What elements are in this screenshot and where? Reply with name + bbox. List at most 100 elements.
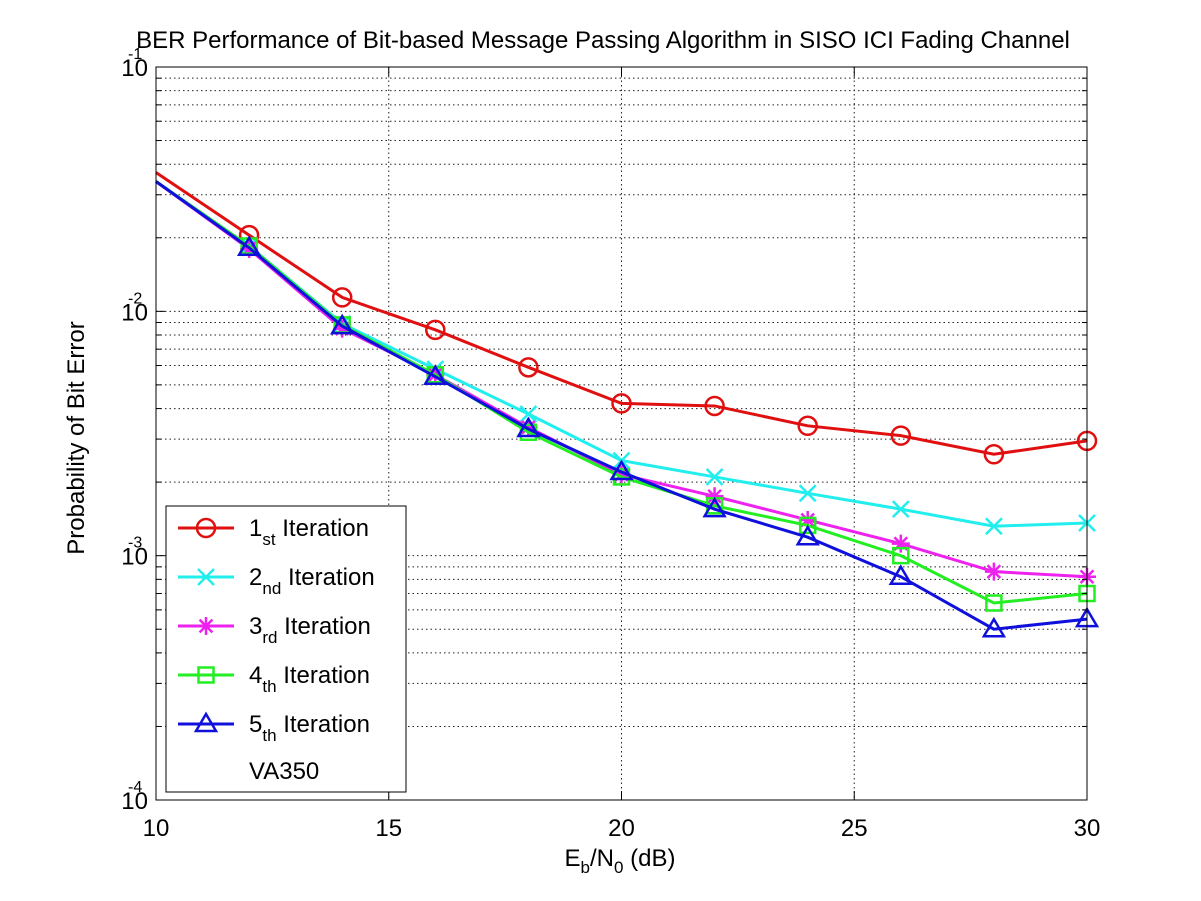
x-tick-label-2: 20: [608, 815, 635, 842]
legend-suffix: nd: [262, 579, 281, 598]
y-tick-base: 10: [121, 544, 148, 571]
legend-label: 5th Iteration: [249, 711, 370, 745]
x-label-sub-0: 0: [614, 858, 623, 877]
legend-marker-square: [197, 666, 215, 684]
data-point-s1-7: [797, 415, 818, 437]
series-5: [155, 180, 1100, 638]
series-line-5: [155, 180, 1088, 631]
data-point-s3-2: [333, 319, 352, 338]
legend-word: Iteration: [277, 613, 370, 640]
y-tick-label-0: 10-1: [121, 46, 148, 82]
y-axis-label: Probability of Bit Error: [63, 321, 90, 554]
legend-num: 1: [249, 515, 262, 542]
legend-word: Iteration: [276, 515, 369, 542]
data-point-s2-6: [705, 468, 724, 486]
x-tick-label-4: 30: [1074, 815, 1101, 842]
data-point-s5-5: [609, 459, 634, 481]
y-tick-labels: 10-110-210-310-4: [121, 46, 148, 815]
series-1: [155, 171, 1098, 465]
legend-word: Iteration: [281, 564, 374, 591]
legend-label: 2nd Iteration: [249, 564, 375, 598]
data-point-s5-9: [981, 616, 1007, 638]
legend-suffix: th: [262, 677, 276, 696]
chart-title: BER Performance of Bit-based Message Pas…: [136, 27, 1070, 54]
y-tick-label-3: 10-4: [121, 779, 148, 815]
x-tick-label-3: 25: [841, 815, 868, 842]
y-tick-base: 10: [121, 299, 148, 326]
legend-entry-5: 5th Iteration: [178, 711, 370, 745]
data-point-s3-5: [612, 465, 631, 484]
legend-entry-3: 3rd Iteration: [178, 613, 371, 647]
data-point-s4-8: [892, 546, 910, 565]
legend-num: 5: [249, 711, 262, 738]
x-tick-label-1: 15: [375, 815, 402, 842]
y-tick-label-2: 10-3: [121, 535, 148, 571]
legend-marker-triangle: [193, 711, 219, 733]
legend-entry-1: 1st Iteration: [178, 515, 369, 549]
series-layer: [155, 171, 1100, 638]
legend-word: Iteration: [277, 662, 370, 689]
data-point-s5-7: [795, 524, 820, 546]
y-tick-label-1: 10-2: [121, 290, 148, 326]
grid: [156, 67, 1087, 800]
legend-box: [165, 505, 407, 793]
y-tick-exponent: -1: [128, 46, 142, 63]
legend-marker-star: [197, 617, 215, 635]
legend-suffix: st: [262, 530, 276, 549]
data-point-s2-7: [798, 484, 817, 503]
data-point-s5-4: [516, 416, 541, 438]
data-point-s3-8: [891, 534, 910, 553]
legend-entry-4: 4th Iteration: [178, 662, 370, 696]
x-tick-labels: 10 15 20 25 30: [143, 815, 1101, 842]
legend-suffix: th: [262, 726, 276, 745]
x-label-unit: (dB): [623, 845, 675, 872]
data-point-s4-9: [985, 594, 1003, 612]
legend-label: 4th Iteration: [249, 662, 370, 696]
data-point-s2-4: [519, 405, 538, 423]
axis-ticks: [155, 67, 1088, 801]
x-label-sub-b: b: [581, 858, 590, 877]
legend-entry-2: 2nd Iteration: [178, 564, 375, 598]
data-point-s4-7: [798, 516, 817, 535]
x-label-e: E: [565, 845, 581, 872]
legend-extra-label: VA350: [249, 758, 319, 785]
data-point-s3-6: [705, 487, 724, 506]
data-point-s5-8: [888, 564, 913, 585]
data-point-s1-9: [983, 444, 1005, 465]
legend-label: 3rd Iteration: [249, 613, 371, 647]
data-point-s5-1: [236, 235, 262, 257]
data-point-s1-4: [518, 357, 539, 378]
legend-marker-x: [197, 568, 215, 586]
data-point-s1-3: [425, 319, 446, 341]
y-tick-base: 10: [121, 55, 148, 82]
y-tick-base: 10: [121, 788, 148, 815]
x-axis-label: Eb/N0 (dB): [565, 845, 676, 877]
legend-num: 4: [249, 662, 262, 689]
legend-num: 3: [249, 613, 262, 640]
legend-word: Iteration: [277, 711, 370, 738]
data-point-s1-5: [611, 393, 632, 414]
data-point-s5-2: [330, 313, 355, 335]
data-point-s1-2: [331, 287, 353, 308]
y-tick-exponent: -2: [128, 290, 142, 307]
data-point-s3-7: [798, 510, 817, 529]
legend-suffix: rd: [262, 628, 277, 647]
data-point-s2-8: [891, 500, 910, 519]
legend-marker-circle: [195, 517, 217, 539]
y-tick-exponent: -3: [128, 535, 142, 552]
data-point-s5-3: [423, 364, 448, 385]
legend-num: 2: [249, 564, 262, 591]
data-point-s1-6: [704, 395, 725, 417]
y-tick-exponent: -4: [128, 779, 142, 796]
data-point-s5-6: [702, 496, 727, 518]
legend-label: 1st Iteration: [249, 515, 369, 549]
data-point-s2-9: [985, 517, 1003, 536]
data-point-s1-8: [890, 425, 912, 446]
x-tick-label-0: 10: [143, 815, 170, 842]
x-label-n: /N: [590, 845, 614, 872]
data-point-s3-9: [984, 562, 1003, 581]
series-line-1: [155, 171, 1088, 456]
